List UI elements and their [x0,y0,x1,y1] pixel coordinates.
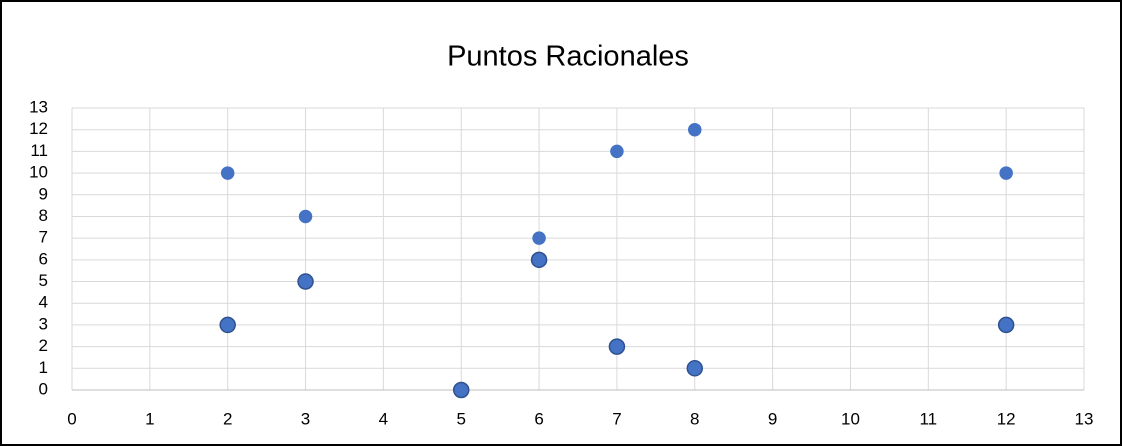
point [298,209,313,224]
x-tick-label: 13 [1075,409,1094,428]
y-tick-label: 7 [39,228,48,247]
y-tick-label: 13 [29,97,48,116]
y-tick-label: 9 [39,184,48,203]
y-tick-label: 12 [29,119,48,138]
point [530,251,548,269]
x-tick-label: 6 [534,409,543,428]
point [297,273,314,290]
point [997,316,1015,334]
x-tick-label: 4 [379,409,388,428]
point [452,381,470,399]
y-tick-label: 2 [39,336,48,355]
point [688,122,702,137]
y-tick-label: 4 [39,293,48,312]
y-tick-label: 10 [29,163,48,182]
y-tick-label: 6 [39,249,48,268]
point [608,338,626,355]
x-tick-label: 1 [145,409,154,428]
x-tick-label: 5 [456,409,465,428]
point [610,144,624,159]
y-tick-label: 1 [39,358,48,377]
x-tick-label: 8 [690,409,699,428]
y-tick-label: 3 [39,314,48,333]
point [219,316,236,334]
x-tick-label: 12 [997,409,1016,428]
y-tick-label: 5 [39,271,48,290]
chart-title: Puntos Racionales [447,41,689,73]
x-tick-label: 0 [67,409,76,428]
x-tick-label: 7 [612,409,621,428]
x-tick-label: 11 [919,409,937,428]
point [220,166,235,180]
x-tick-label: 9 [768,409,777,428]
point [686,360,704,377]
point [532,231,546,245]
y-tick-label: 8 [39,206,48,225]
y-tick-label: 0 [39,379,48,398]
point [999,166,1013,180]
x-tick-label: 2 [223,409,232,428]
y-tick-label: 11 [30,141,48,160]
x-tick-label: 10 [841,409,860,428]
x-tick-label: 3 [301,409,310,428]
